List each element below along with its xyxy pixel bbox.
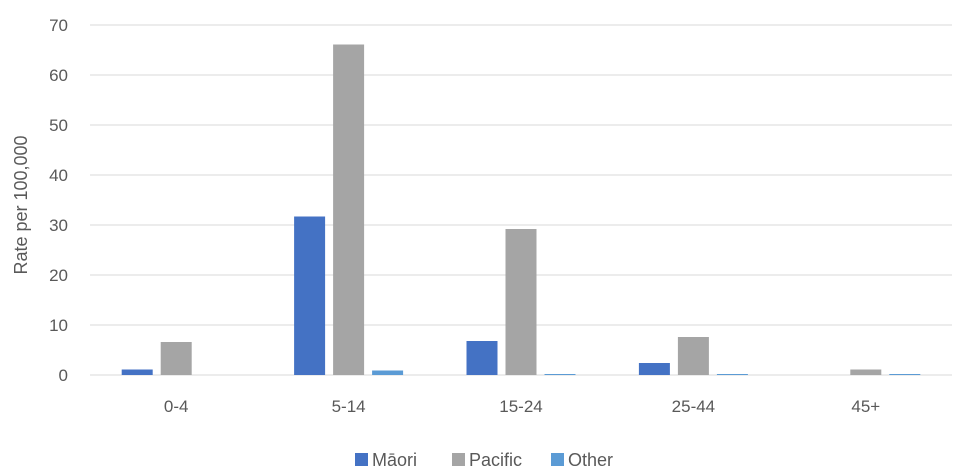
bar-other-15-24 bbox=[544, 374, 576, 375]
bar-mori-15-24 bbox=[466, 341, 498, 375]
y-tick-label: 70 bbox=[49, 16, 68, 35]
bar-other-25-44 bbox=[716, 374, 748, 375]
y-axis-title: Rate per 100,000 bbox=[11, 135, 31, 274]
x-axis-ticks: 0-4 5-14 15-24 25-44 45+ bbox=[164, 397, 880, 416]
legend: Māori Pacific Other bbox=[355, 450, 613, 469]
legend-label: Other bbox=[568, 450, 613, 469]
y-axis-ticks: 0 10 20 30 40 50 60 70 bbox=[49, 16, 68, 385]
x-tick-label: 25-44 bbox=[672, 397, 715, 416]
bar-pacific-15-24 bbox=[505, 229, 537, 375]
bars bbox=[121, 44, 921, 375]
x-tick-label: 45+ bbox=[851, 397, 880, 416]
legend-swatch bbox=[551, 453, 564, 466]
legend-swatch bbox=[452, 453, 465, 466]
bar-mori-0-4 bbox=[121, 369, 153, 375]
y-tick-label: 50 bbox=[49, 116, 68, 135]
y-tick-label: 60 bbox=[49, 66, 68, 85]
legend-label: Māori bbox=[372, 450, 417, 469]
bar-pacific-5-14 bbox=[333, 44, 365, 375]
x-tick-label: 5-14 bbox=[332, 397, 366, 416]
bar-other-45+ bbox=[889, 374, 921, 375]
bar-mori-25-44 bbox=[638, 363, 670, 375]
bar-pacific-25-44 bbox=[677, 337, 709, 375]
bar-pacific-45+ bbox=[850, 369, 882, 375]
y-tick-label: 10 bbox=[49, 316, 68, 335]
bar-mori-5-14 bbox=[294, 216, 326, 375]
legend-swatch bbox=[355, 453, 368, 466]
y-tick-label: 30 bbox=[49, 216, 68, 235]
x-tick-label: 0-4 bbox=[164, 397, 189, 416]
y-tick-label: 20 bbox=[49, 266, 68, 285]
bar-pacific-0-4 bbox=[160, 342, 192, 375]
bar-other-5-14 bbox=[372, 370, 404, 375]
legend-label: Pacific bbox=[469, 450, 522, 469]
y-tick-label: 0 bbox=[59, 366, 68, 385]
x-tick-label: 15-24 bbox=[499, 397, 542, 416]
y-tick-label: 40 bbox=[49, 166, 68, 185]
